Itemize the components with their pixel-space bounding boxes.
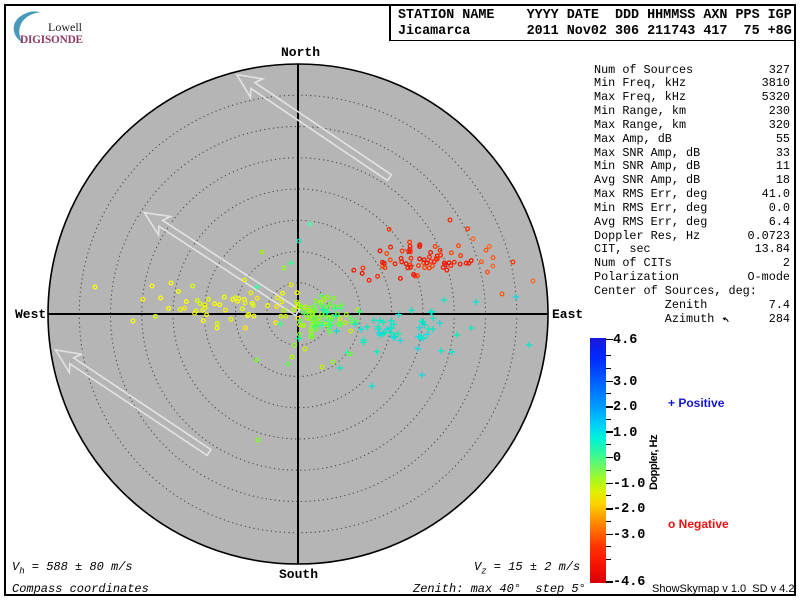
- svg-text:DIGISONDE: DIGISONDE: [20, 34, 83, 46]
- svg-text:Lowell: Lowell: [48, 20, 83, 34]
